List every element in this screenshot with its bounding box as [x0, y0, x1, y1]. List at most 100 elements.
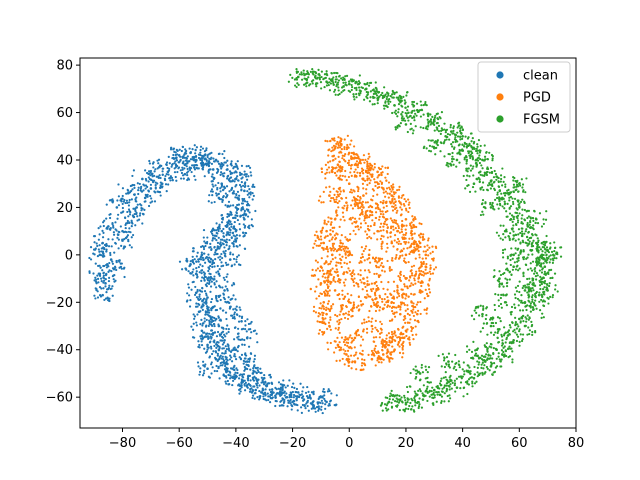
point-fgsm — [338, 74, 341, 77]
point-pgd — [402, 233, 405, 236]
point-fgsm — [445, 382, 448, 385]
point-pgd — [373, 232, 376, 235]
point-clean — [237, 377, 241, 380]
point-clean — [255, 378, 258, 382]
point-clean — [170, 165, 173, 168]
point-clean — [228, 307, 231, 310]
point-fgsm — [390, 406, 394, 409]
point-clean — [229, 253, 232, 256]
point-clean — [225, 376, 228, 379]
point-pgd — [409, 276, 412, 279]
point-clean — [232, 227, 235, 230]
point-pgd — [333, 351, 336, 354]
point-fgsm — [403, 102, 407, 105]
point-clean — [137, 188, 140, 192]
point-pgd — [338, 165, 341, 168]
point-fgsm — [371, 103, 374, 106]
point-clean — [213, 253, 216, 256]
point-fgsm — [337, 79, 341, 82]
point-pgd — [326, 341, 329, 344]
point-clean — [108, 284, 111, 287]
point-pgd — [381, 257, 384, 261]
point-pgd — [392, 195, 395, 198]
point-pgd — [336, 343, 340, 347]
point-clean — [147, 180, 150, 183]
point-fgsm — [304, 73, 307, 76]
point-pgd — [397, 226, 400, 230]
point-clean — [105, 217, 108, 220]
point-pgd — [321, 227, 324, 230]
point-fgsm — [481, 167, 484, 170]
point-pgd — [342, 190, 345, 193]
point-fgsm — [535, 271, 539, 275]
point-clean — [196, 167, 199, 170]
point-pgd — [351, 199, 354, 202]
point-pgd — [424, 253, 428, 257]
point-clean — [131, 174, 134, 178]
point-pgd — [410, 274, 414, 277]
point-pgd — [392, 350, 395, 353]
point-clean — [303, 404, 306, 408]
point-pgd — [399, 339, 402, 342]
point-fgsm — [404, 407, 408, 410]
point-pgd — [374, 256, 378, 259]
point-pgd — [335, 142, 338, 145]
point-fgsm — [534, 331, 537, 334]
point-pgd — [345, 245, 348, 249]
point-clean — [240, 328, 244, 331]
point-fgsm — [511, 220, 514, 224]
point-fgsm — [537, 293, 541, 297]
point-clean — [123, 198, 126, 202]
point-clean — [235, 309, 238, 312]
point-pgd — [409, 270, 412, 273]
point-pgd — [339, 218, 342, 221]
point-pgd — [314, 259, 318, 262]
point-pgd — [390, 225, 393, 228]
point-clean — [165, 190, 168, 193]
point-clean — [227, 301, 231, 304]
point-clean — [215, 335, 219, 338]
point-clean — [247, 209, 250, 212]
point-pgd — [382, 206, 385, 209]
point-clean — [198, 289, 201, 292]
point-clean — [304, 407, 307, 410]
point-pgd — [356, 166, 359, 169]
point-fgsm — [483, 173, 486, 176]
point-clean — [130, 236, 133, 239]
point-pgd — [410, 265, 414, 268]
point-fgsm — [496, 191, 499, 194]
point-clean — [227, 263, 230, 266]
point-clean — [244, 231, 248, 235]
point-clean — [188, 147, 191, 150]
point-clean — [183, 167, 186, 170]
point-clean — [214, 309, 217, 312]
point-clean — [119, 225, 122, 228]
point-pgd — [364, 158, 367, 161]
point-pgd — [378, 215, 381, 218]
point-fgsm — [531, 306, 534, 309]
point-pgd — [364, 201, 367, 204]
point-pgd — [354, 217, 357, 220]
point-clean — [211, 239, 214, 242]
point-fgsm — [538, 300, 541, 303]
point-pgd — [367, 215, 371, 219]
point-pgd — [348, 358, 351, 361]
point-pgd — [414, 282, 417, 285]
point-clean — [187, 283, 190, 286]
point-clean — [316, 402, 320, 405]
point-pgd — [325, 245, 329, 248]
point-clean — [174, 151, 177, 154]
point-clean — [260, 371, 263, 374]
point-pgd — [341, 289, 344, 292]
point-clean — [227, 296, 230, 299]
point-clean — [222, 327, 225, 330]
point-pgd — [371, 256, 375, 259]
point-clean — [194, 291, 198, 295]
point-pgd — [329, 160, 332, 163]
point-clean — [206, 345, 209, 349]
point-pgd — [354, 221, 358, 224]
point-clean — [215, 192, 218, 195]
point-fgsm — [463, 142, 467, 145]
point-fgsm — [530, 245, 533, 248]
point-clean — [210, 372, 213, 375]
